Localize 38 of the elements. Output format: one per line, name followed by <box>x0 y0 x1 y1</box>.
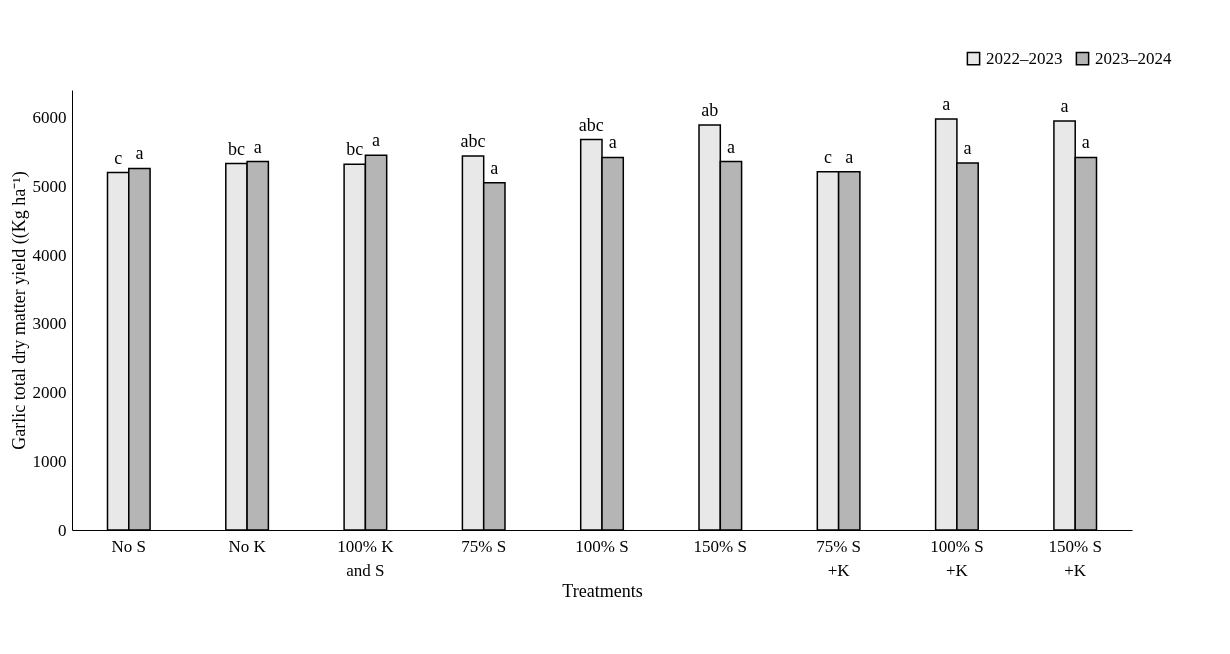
x-tick-label: No S <box>111 536 147 556</box>
annotation: abc <box>460 131 486 151</box>
x-tick-label: 75% S +K <box>816 536 862 580</box>
x-axis-title: Treatments <box>562 580 643 601</box>
y-tick-label: 1000 <box>32 451 67 471</box>
annotation: a <box>963 137 972 158</box>
y-tick-label: 5000 <box>32 176 67 196</box>
x-tick-label: 150% S +K <box>1048 536 1102 580</box>
y-tick-label: 6000 <box>32 108 67 127</box>
x-tick-label: 150% S <box>693 536 747 556</box>
annotation: a <box>135 143 144 164</box>
y-tick-label: 0 <box>58 520 67 540</box>
annotation: a <box>253 136 262 157</box>
x-tick-label: 100% K and S <box>337 536 395 580</box>
y-axis-title: Garlic total dry matter yield ((Kg ha⁻¹) <box>8 171 30 450</box>
annotation: a <box>490 157 499 178</box>
annotation: a <box>372 130 381 151</box>
annotation: c <box>114 147 123 168</box>
annotation: a <box>1081 132 1090 153</box>
legend-label: 2023–2024 <box>1095 48 1172 68</box>
annotation: a <box>942 93 951 114</box>
annotation: bc <box>227 138 245 159</box>
y-tick-label: 3000 <box>32 314 67 334</box>
y-tick-label: 2000 <box>32 383 67 402</box>
annotation: a <box>1060 95 1069 116</box>
annotation: abc <box>578 114 604 135</box>
x-tick-label: 75% S <box>461 536 507 556</box>
annotation: a <box>608 132 617 153</box>
legend-label: 2022–2023 <box>986 48 1063 68</box>
annotation: c <box>823 146 832 167</box>
annotation: a <box>845 146 854 167</box>
x-tick-label: 100% S <box>575 536 629 556</box>
annotation: ab <box>701 100 719 121</box>
y-tick-label: 4000 <box>32 245 67 265</box>
x-tick-label: No K <box>228 536 267 556</box>
annotation: bc <box>346 139 364 160</box>
annotation: a <box>726 136 735 157</box>
x-tick-label: 100% S +K <box>930 536 984 580</box>
